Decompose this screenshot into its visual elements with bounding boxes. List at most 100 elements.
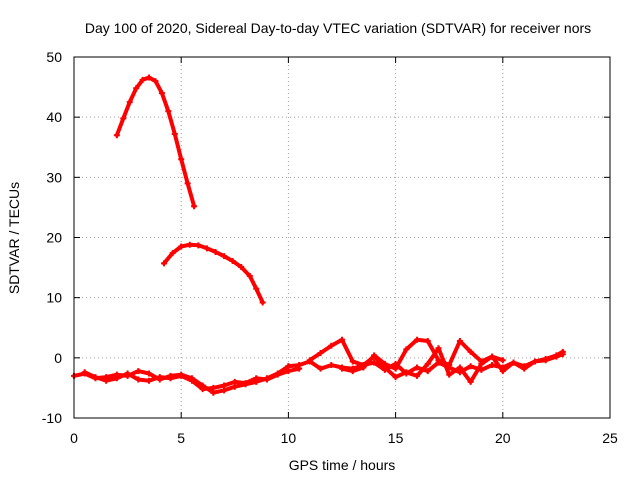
data-point bbox=[467, 378, 474, 385]
y-tick-label: 10 bbox=[46, 290, 62, 306]
data-point bbox=[178, 156, 185, 163]
data-point bbox=[135, 368, 142, 375]
data-point bbox=[146, 370, 153, 377]
data-point bbox=[81, 369, 88, 376]
data-point bbox=[542, 356, 549, 363]
data-point bbox=[253, 375, 260, 382]
x-tick-label: 25 bbox=[602, 430, 618, 446]
series-arc-high-peak bbox=[114, 75, 197, 209]
data-point bbox=[221, 253, 228, 260]
data-point bbox=[135, 376, 142, 383]
data-point bbox=[231, 378, 238, 385]
y-tick-label: 30 bbox=[46, 169, 62, 185]
data-point bbox=[339, 365, 345, 372]
data-point bbox=[499, 368, 506, 375]
series-arc-mid bbox=[162, 242, 265, 305]
data-point bbox=[178, 243, 185, 250]
data-point bbox=[238, 263, 245, 270]
data-point bbox=[221, 382, 228, 389]
data-point bbox=[169, 250, 176, 257]
data-point bbox=[161, 260, 168, 267]
data-point bbox=[317, 365, 324, 372]
data-point bbox=[456, 364, 463, 371]
data-point bbox=[371, 352, 378, 359]
data-point bbox=[152, 78, 159, 85]
data-point bbox=[478, 358, 485, 365]
y-tick-label: 40 bbox=[46, 109, 62, 125]
data-point bbox=[171, 131, 178, 138]
data-point bbox=[403, 369, 410, 376]
data-point bbox=[199, 386, 206, 393]
data-point bbox=[133, 85, 140, 92]
data-point bbox=[424, 368, 431, 375]
data-point bbox=[229, 257, 236, 264]
data-point bbox=[489, 362, 496, 369]
series-low-e bbox=[340, 337, 505, 374]
data-point bbox=[521, 365, 528, 372]
data-point bbox=[274, 371, 281, 378]
data-point bbox=[531, 358, 538, 365]
data-point bbox=[371, 359, 378, 366]
data-point bbox=[263, 376, 270, 383]
data-point bbox=[92, 374, 99, 381]
data-point bbox=[349, 358, 356, 365]
x-tick-label: 0 bbox=[70, 430, 78, 446]
data-point bbox=[328, 362, 335, 369]
y-tick-label: 50 bbox=[46, 49, 62, 65]
data-point bbox=[156, 374, 163, 381]
data-point bbox=[414, 372, 421, 379]
data-point bbox=[392, 374, 399, 381]
data-point bbox=[167, 375, 174, 382]
data-point bbox=[360, 364, 367, 371]
data-point bbox=[446, 362, 453, 369]
data-point bbox=[424, 337, 431, 344]
data-point bbox=[392, 365, 399, 372]
data-point bbox=[165, 108, 172, 115]
x-tick-label: 10 bbox=[281, 430, 297, 446]
data-point bbox=[212, 248, 219, 255]
data-point bbox=[139, 76, 146, 83]
data-point bbox=[158, 90, 165, 97]
grid bbox=[74, 57, 610, 418]
data-point bbox=[317, 350, 324, 357]
data-point bbox=[467, 348, 474, 355]
data-point bbox=[246, 273, 253, 280]
y-tick-label: 20 bbox=[46, 230, 62, 246]
data-point bbox=[306, 357, 313, 364]
data-point bbox=[178, 372, 185, 379]
data-point bbox=[559, 348, 566, 355]
data-point bbox=[103, 377, 110, 384]
data-point bbox=[120, 115, 127, 122]
data-point bbox=[124, 370, 131, 377]
data-point bbox=[146, 377, 153, 384]
data-point bbox=[424, 360, 431, 367]
data-point bbox=[191, 203, 198, 210]
data-point bbox=[328, 342, 335, 349]
data-point bbox=[435, 345, 442, 352]
data-point bbox=[146, 74, 153, 81]
data-point bbox=[186, 241, 193, 248]
data-point bbox=[296, 362, 303, 369]
data-point bbox=[126, 99, 133, 106]
data-point bbox=[456, 337, 463, 344]
data-point bbox=[113, 132, 120, 139]
series-group bbox=[71, 74, 566, 396]
data-point bbox=[203, 245, 210, 252]
x-tick-label: 20 bbox=[495, 430, 511, 446]
data-point bbox=[113, 375, 120, 382]
data-point bbox=[414, 336, 421, 343]
data-point bbox=[259, 299, 266, 306]
data-point bbox=[510, 359, 517, 366]
data-point bbox=[285, 363, 292, 370]
data-point bbox=[435, 357, 442, 364]
x-axis-label: GPS time / hours bbox=[289, 457, 396, 473]
y-axis-label: SDTVAR / TECUs bbox=[6, 182, 22, 294]
data-point bbox=[489, 353, 496, 360]
data-point bbox=[349, 368, 356, 375]
x-tick-label: 5 bbox=[177, 430, 185, 446]
data-point bbox=[499, 357, 506, 364]
data-point bbox=[446, 371, 453, 378]
data-point bbox=[195, 242, 202, 249]
data-point bbox=[253, 285, 260, 292]
